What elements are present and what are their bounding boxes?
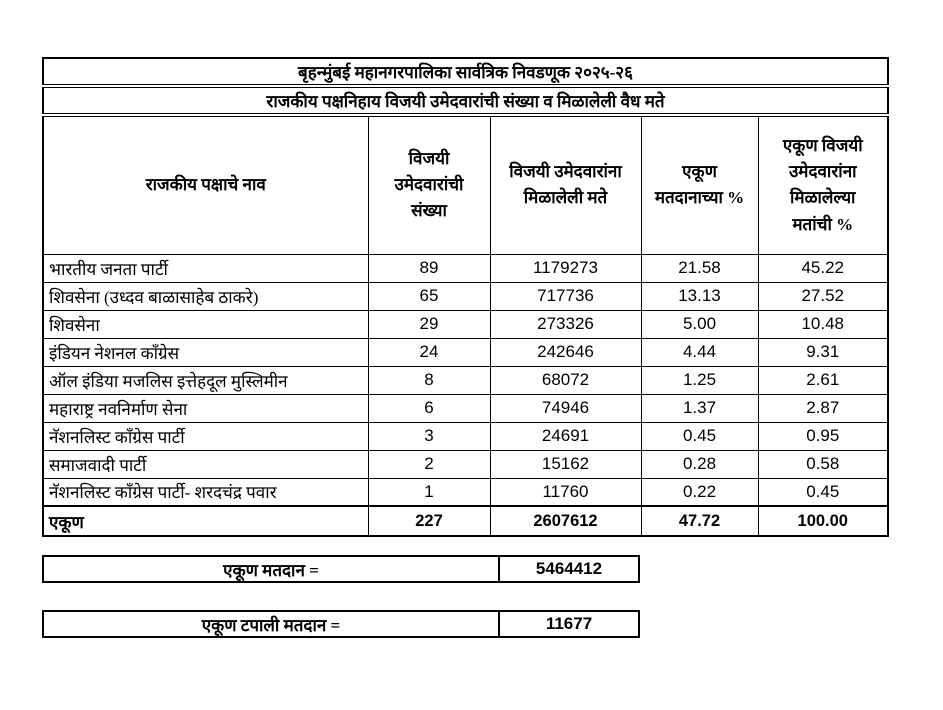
cell-turnout-pct: 4.44 [640,337,759,367]
col-header-party: राजकीय पक्षाचे नाव [42,114,369,255]
cell-votes: 15162 [489,449,642,479]
cell-party: शिवसेना (उध्दव बाळासाहेब ठाकरे) [42,281,369,311]
cell-party: भारतीय जनता पार्टी [42,253,369,283]
cell-turnout-pct: 0.28 [640,449,759,479]
cell-party: शिवसेना [42,309,369,339]
cell-votes-pct: 0.45 [757,477,889,507]
cell-votes-pct: 2.61 [757,365,889,395]
col-header-winners: विजयी उमेदवारांची संख्या [367,114,491,255]
postal-votes-value: 11677 [545,614,593,633]
total-winners: 227 [367,505,491,537]
cell-winners: 8 [367,365,491,395]
table-title: बृहन्मुंबई महानगरपालिका सार्वत्रिक निवडण… [42,57,889,88]
cell-votes: 24691 [489,421,642,451]
col-header-turnout-pct: एकूण मतदानाच्या % [640,114,759,255]
cell-turnout-pct: 0.45 [640,421,759,451]
cell-turnout-pct: 13.13 [640,281,759,311]
postal-votes-box: एकूण टपाली मतदान = 11677 [42,610,640,638]
total-votes-label: एकूण मतदान = [44,557,500,581]
table-row: समाजवादी पार्टी 2 15162 0.28 0.58 [42,449,889,479]
cell-votes: 1179273 [489,253,642,283]
cell-turnout-pct: 1.37 [640,393,759,423]
total-votes-pct: 100.00 [757,505,889,537]
table-row: इंडियन नेशनल काँग्रेस 24 242646 4.44 9.3… [42,337,889,367]
cell-party: इंडियन नेशनल काँग्रेस [42,337,369,367]
cell-votes: 242646 [489,337,642,367]
cell-party: समाजवादी पार्टी [42,449,369,479]
cell-votes: 11760 [489,477,642,507]
table-subtitle: राजकीय पक्षनिहाय विजयी उमेदवारांची संख्य… [42,85,889,117]
title-row: बृहन्मुंबई महानगरपालिका सार्वत्रिक निवडण… [42,57,889,88]
postal-votes-label: एकूण टपाली मतदान = [44,612,500,636]
total-votes-box: एकूण मतदान = 5464412 [42,555,640,583]
cell-votes: 74946 [489,393,642,423]
subtitle-row: राजकीय पक्षनिहाय विजयी उमेदवारांची संख्य… [42,85,889,117]
cell-votes: 273326 [489,309,642,339]
table-row: नॅशनलिस्ट काँग्रेस पार्टी- शरदचंद्र पवार… [42,477,889,507]
cell-winners: 65 [367,281,491,311]
cell-votes-pct: 9.31 [757,337,889,367]
total-votes-value: 5464412 [535,559,603,578]
election-results-table: बृहन्मुंबई महानगरपालिका सार्वत्रिक निवडण… [42,57,889,537]
total-label: एकूण [42,505,369,537]
cell-party: ऑल इंडिया मजलिस इत्तेहदूल मुस्लिमीन [42,365,369,395]
cell-turnout-pct: 21.58 [640,253,759,283]
cell-turnout-pct: 0.22 [640,477,759,507]
table-row: शिवसेना 29 273326 5.00 10.48 [42,309,889,339]
cell-turnout-pct: 5.00 [640,309,759,339]
cell-party: महाराष्ट्र नवनिर्माण सेना [42,393,369,423]
table-row: शिवसेना (उध्दव बाळासाहेब ठाकरे) 65 71773… [42,281,889,311]
cell-votes-pct: 10.48 [757,309,889,339]
cell-winners: 24 [367,337,491,367]
table-row: भारतीय जनता पार्टी 89 1179273 21.58 45.2… [42,253,889,283]
cell-winners: 2 [367,449,491,479]
cell-votes: 68072 [489,365,642,395]
cell-votes-pct: 2.87 [757,393,889,423]
total-row: एकूण 227 2607612 47.72 100.00 [42,505,889,537]
cell-votes-pct: 0.95 [757,421,889,451]
cell-party: नॅशनलिस्ट काँग्रेस पार्टी- शरदचंद्र पवार [42,477,369,507]
cell-winners: 29 [367,309,491,339]
cell-winners: 3 [367,421,491,451]
header-row: राजकीय पक्षाचे नाव विजयी उमेदवारांची संख… [42,114,889,255]
cell-winners: 6 [367,393,491,423]
table-row: नॅशनलिस्ट काँग्रेस पार्टी 3 24691 0.45 0… [42,421,889,451]
cell-votes-pct: 27.52 [757,281,889,311]
cell-winners: 89 [367,253,491,283]
cell-winners: 1 [367,477,491,507]
cell-party: नॅशनलिस्ट काँग्रेस पार्टी [42,421,369,451]
col-header-votes: विजयी उमेदवारांना मिळालेली मते [489,114,642,255]
col-header-votes-pct: एकूण विजयी उमेदवारांना मिळालेल्या मतांची… [757,114,889,255]
cell-votes-pct: 0.58 [757,449,889,479]
total-turnout-pct: 47.72 [640,505,759,537]
table-row: महाराष्ट्र नवनिर्माण सेना 6 74946 1.37 2… [42,393,889,423]
total-votes: 2607612 [489,505,642,537]
cell-votes: 717736 [489,281,642,311]
cell-turnout-pct: 1.25 [640,365,759,395]
cell-votes-pct: 45.22 [757,253,889,283]
table-row: ऑल इंडिया मजलिस इत्तेहदूल मुस्लिमीन 8 68… [42,365,889,395]
